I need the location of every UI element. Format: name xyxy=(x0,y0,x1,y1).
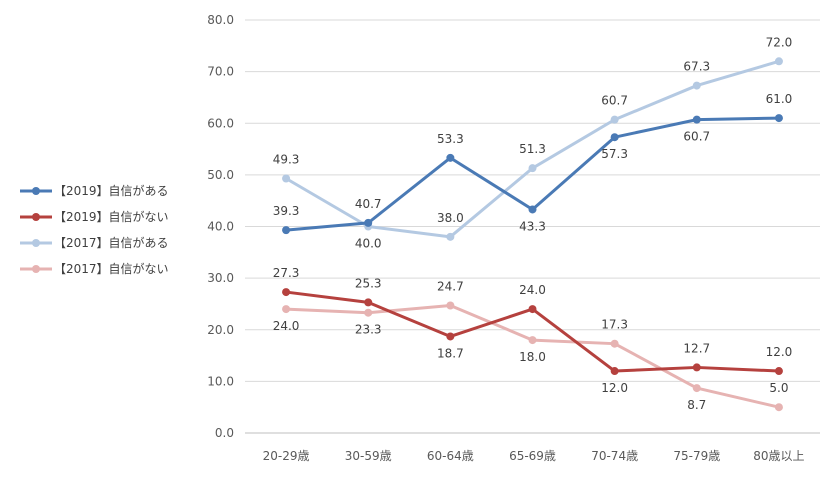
data-point xyxy=(282,226,291,235)
data-point xyxy=(446,153,455,162)
y-tick-label: 80.0 xyxy=(207,13,234,27)
legend-label: 【2019】自信がない xyxy=(54,209,169,224)
data-point xyxy=(528,305,537,314)
data-label: 38.0 xyxy=(437,211,464,225)
data-label: 27.3 xyxy=(273,266,300,280)
legend-swatch-marker xyxy=(32,239,40,247)
legend: 【2019】自信がある【2019】自信がない【2017】自信がある【2017】自… xyxy=(20,183,169,276)
data-labels: 49.3 40.0 38.0 51.3 60.7 67.3 72.0 24.0 23.3 24.7… xyxy=(273,35,793,412)
y-tick-label: 0.0 xyxy=(215,426,234,440)
legend-swatch-marker xyxy=(32,265,40,273)
data-point xyxy=(692,363,701,372)
data-point xyxy=(692,384,701,393)
data-label: 60.7 xyxy=(601,94,628,108)
data-point xyxy=(774,367,783,376)
data-label: 57.3 xyxy=(601,147,628,161)
data-point xyxy=(364,308,373,317)
legend-swatch-marker xyxy=(32,187,40,195)
x-tick-label: 60-64歳 xyxy=(427,449,474,463)
y-tick-label: 10.0 xyxy=(207,374,234,388)
data-label: 61.0 xyxy=(766,92,793,106)
data-point xyxy=(610,115,619,124)
data-label: 23.3 xyxy=(355,323,382,337)
legend-label: 【2017】自信がない xyxy=(54,261,169,276)
data-label: 24.7 xyxy=(437,279,464,293)
y-tick-label: 40.0 xyxy=(207,220,234,234)
data-point xyxy=(528,164,537,173)
y-axis-ticks: 0.0 10.0 20.0 30.0 40.0 50.0 60.0 70.0 80.0 xyxy=(207,13,234,440)
data-label: 5.0 xyxy=(769,381,788,395)
data-point xyxy=(446,301,455,310)
data-point xyxy=(610,133,619,142)
y-tick-label: 60.0 xyxy=(207,116,234,130)
data-label: 49.3 xyxy=(273,152,300,166)
x-axis-ticks: 20-29歳 30-59歳 60-64歳 65-69歳 70-74歳 75-79歳 80歳以… xyxy=(263,449,805,463)
data-point xyxy=(364,218,373,227)
data-label: 24.0 xyxy=(519,283,546,297)
data-label: 17.3 xyxy=(601,318,628,332)
data-point xyxy=(446,232,455,241)
data-label: 60.7 xyxy=(683,130,710,144)
x-tick-label: 70-74歳 xyxy=(591,449,638,463)
data-label: 8.7 xyxy=(687,398,706,412)
legend-label: 【2017】自信がある xyxy=(54,235,169,250)
x-tick-label: 80歳以上 xyxy=(753,449,804,463)
legend-label: 【2019】自信がある xyxy=(54,183,169,198)
x-tick-label: 20-29歳 xyxy=(263,449,310,463)
data-point xyxy=(774,403,783,412)
data-point xyxy=(282,305,291,314)
data-point xyxy=(774,114,783,123)
data-label: 72.0 xyxy=(766,35,793,49)
data-point xyxy=(528,336,537,345)
data-label: 43.3 xyxy=(519,219,546,233)
data-point xyxy=(692,115,701,124)
y-tick-label: 70.0 xyxy=(207,65,234,79)
data-point xyxy=(610,367,619,376)
y-tick-label: 30.0 xyxy=(207,271,234,285)
data-label: 24.0 xyxy=(273,319,300,333)
x-tick-label: 30-59歳 xyxy=(345,449,392,463)
legend-swatch-marker xyxy=(32,213,40,221)
data-label: 12.7 xyxy=(683,341,710,355)
data-label: 40.7 xyxy=(355,197,382,211)
data-label: 18.7 xyxy=(437,346,464,360)
data-point xyxy=(528,205,537,214)
data-label: 51.3 xyxy=(519,142,546,156)
data-point xyxy=(364,298,373,307)
y-tick-label: 20.0 xyxy=(207,323,234,337)
series-lines xyxy=(282,57,783,412)
data-point xyxy=(446,332,455,341)
data-label: 18.0 xyxy=(519,350,546,364)
data-point xyxy=(610,339,619,348)
data-point xyxy=(692,81,701,90)
x-tick-label: 65-69歳 xyxy=(509,449,556,463)
x-tick-label: 75-79歳 xyxy=(673,449,720,463)
data-label: 40.0 xyxy=(355,237,382,251)
data-point xyxy=(282,174,291,183)
data-point xyxy=(774,57,783,66)
data-label: 12.0 xyxy=(601,381,628,395)
data-label: 39.3 xyxy=(273,204,300,218)
data-point xyxy=(282,288,291,297)
data-label: 12.0 xyxy=(766,345,793,359)
data-label: 67.3 xyxy=(683,60,710,74)
data-label: 53.3 xyxy=(437,132,464,146)
data-label: 25.3 xyxy=(355,276,382,290)
y-tick-label: 50.0 xyxy=(207,168,234,182)
